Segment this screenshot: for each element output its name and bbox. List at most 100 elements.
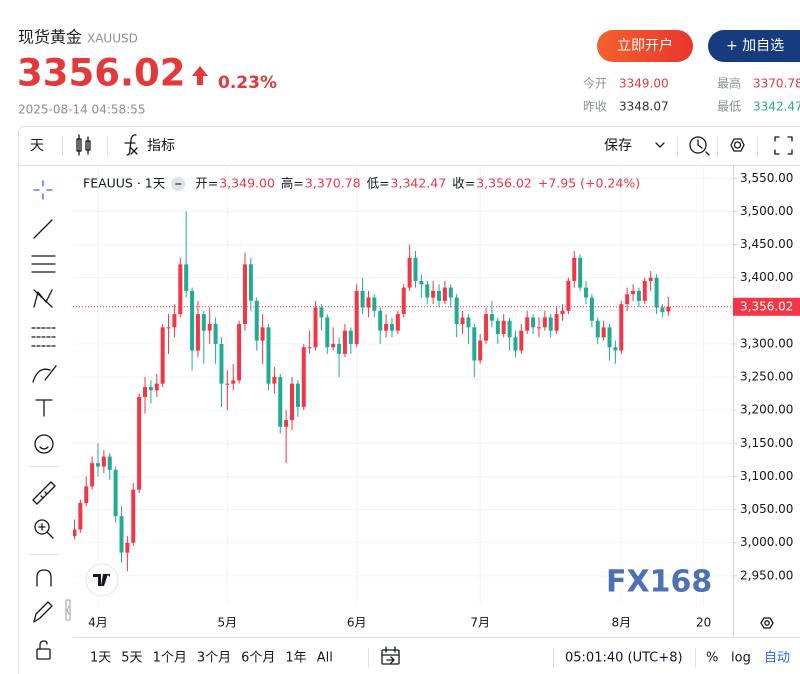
legend-change: +7.95 (+0.24%): [538, 176, 640, 191]
stat-label: 最高: [717, 76, 741, 91]
candle-body: [584, 287, 589, 298]
range-button[interactable]: 3个月: [197, 651, 231, 666]
zoom-tool[interactable]: [34, 519, 54, 539]
grid: [73, 165, 733, 605]
alert-icon[interactable]: [689, 136, 710, 156]
scale-option[interactable]: log: [731, 651, 751, 666]
magnet-tool[interactable]: [36, 569, 52, 587]
candle-body: [419, 280, 424, 285]
candle-body: [101, 456, 106, 467]
bottom-bar: 1天 5天 1个月 3个月 6个月 1年 All 05:01:40 (UTC+8)% log 自动: [90, 646, 790, 668]
candle-body: [378, 310, 383, 331]
range-button[interactable]: 1天: [90, 651, 111, 666]
candle-type-icon[interactable]: [76, 134, 91, 156]
save-button[interactable]: 保存: [604, 138, 632, 154]
fullscreen-icon[interactable]: [774, 136, 793, 155]
lock-draw-tool[interactable]: [33, 601, 53, 623]
candle-body: [190, 290, 195, 351]
candle-body: [125, 542, 130, 553]
stat-label: 今开: [583, 76, 607, 91]
watermark: FX168: [606, 565, 712, 600]
candle-body: [131, 489, 136, 543]
candle-body: [536, 327, 541, 329]
range-button[interactable]: All: [317, 651, 333, 666]
drawing-toolbar: [29, 180, 71, 660]
y-tick-label: 3,000.00: [740, 535, 793, 549]
candle-body: [648, 277, 653, 281]
candle-body: [319, 307, 324, 318]
candle-body: [160, 327, 165, 384]
candle-body: [513, 337, 518, 351]
candle-body: [578, 257, 583, 288]
candle-body: [601, 327, 606, 338]
indicators-button[interactable]: 指标: [147, 138, 175, 154]
button-label[interactable]: 立即开户: [617, 37, 673, 54]
button-bg: [597, 30, 693, 62]
candle-body: [484, 314, 489, 341]
ruler-tool[interactable]: [32, 481, 56, 505]
settings-icon[interactable]: [730, 138, 745, 152]
legend-field-value: 3,342.47: [391, 176, 447, 191]
range-button[interactable]: 1个月: [153, 651, 187, 666]
lock-tool[interactable]: [36, 640, 51, 660]
candle-body: [437, 290, 442, 301]
y-tick-label: 3,450.00: [740, 237, 793, 251]
emoji-tool[interactable]: [34, 434, 54, 454]
open-account-button[interactable]: 立即开户: [597, 30, 693, 62]
scale-option[interactable]: %: [706, 651, 718, 666]
candle-body: [166, 327, 171, 329]
x-tick-label: 8月: [611, 616, 631, 630]
text-tool[interactable]: [35, 399, 53, 417]
up-arrow: [192, 66, 208, 85]
x-tick-label: 7月: [470, 616, 490, 630]
candle-body: [507, 320, 512, 338]
last-price-box: [733, 297, 800, 316]
save-menu-icon[interactable]: [655, 142, 665, 148]
legend-field-value: 3,370.78: [305, 176, 361, 191]
candle-body: [254, 300, 259, 341]
range-button[interactable]: 5天: [121, 651, 142, 666]
stat-value: 3349.00: [619, 77, 669, 91]
fib-tool[interactable]: [31, 255, 56, 273]
candle-body: [325, 317, 330, 348]
date-range-icon[interactable]: [381, 646, 400, 665]
candle-body: [213, 324, 218, 344]
candle-body: [195, 314, 200, 351]
trendline-tool[interactable]: [33, 219, 53, 239]
button-label[interactable]: + 加自选: [726, 38, 784, 54]
candle-body: [178, 264, 183, 315]
candle-body: [184, 264, 189, 291]
indicator-icon[interactable]: [124, 134, 138, 156]
brush-tool[interactable]: [32, 365, 57, 383]
candle-body: [290, 383, 295, 421]
scale-option[interactable]: 自动: [764, 651, 790, 666]
interval-button[interactable]: 天: [30, 138, 44, 154]
range-button[interactable]: 1年: [285, 651, 306, 666]
candle-body: [307, 347, 312, 349]
watchlist-button[interactable]: + 加自选: [708, 30, 800, 62]
crosshair-tool[interactable]: [33, 180, 53, 200]
y-tick-label: 2,950.00: [740, 568, 793, 582]
range-button[interactable]: 6个月: [241, 651, 275, 666]
x-tick-label: 4月: [88, 616, 108, 630]
candle-body: [519, 330, 524, 351]
projection-tool[interactable]: [31, 327, 56, 347]
candle-body: [413, 257, 418, 281]
candle-body: [542, 317, 547, 328]
candle-body: [460, 317, 465, 325]
candle-body: [342, 330, 347, 354]
candle-body: [625, 294, 630, 305]
pattern-tool[interactable]: [33, 289, 53, 308]
legend-field-value: 3,349.00: [219, 176, 275, 191]
price: 3356.02: [17, 52, 186, 95]
collapse-tab[interactable]: [65, 599, 71, 621]
axis-settings[interactable]: [760, 617, 774, 629]
candle-body: [260, 327, 265, 341]
candle-body: [272, 377, 277, 384]
legend-field-label: 高=: [281, 176, 304, 191]
legend-symbol: FEAUUS · 1天: [83, 176, 166, 191]
candle-body: [148, 386, 153, 391]
clock: 05:01:40 (UTC+8): [565, 651, 683, 666]
